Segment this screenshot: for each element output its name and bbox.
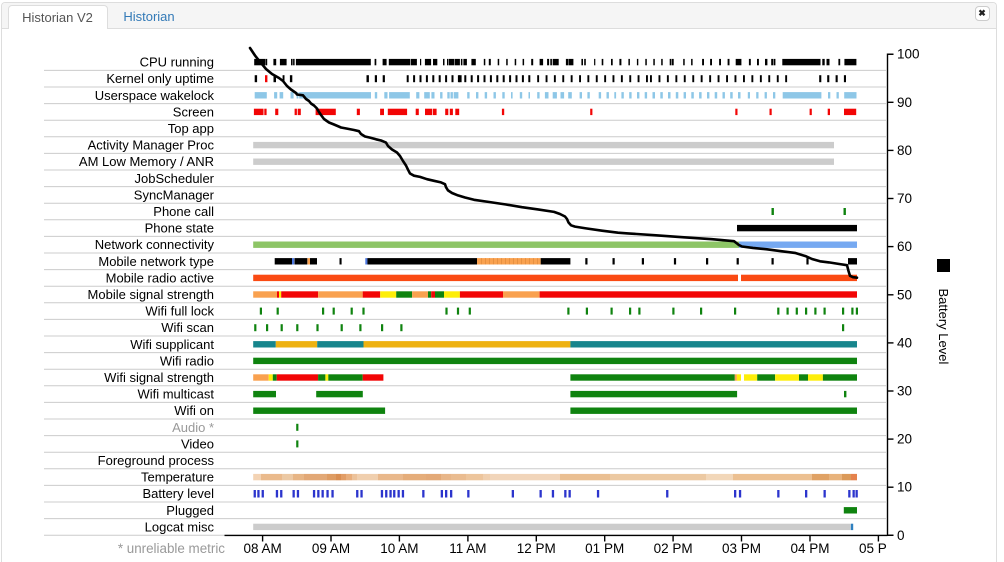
svg-text:90: 90 — [897, 95, 912, 110]
svg-text:02 PM: 02 PM — [654, 541, 693, 556]
svg-text:10: 10 — [897, 480, 912, 495]
svg-text:50: 50 — [897, 287, 912, 302]
svg-text:Userspace wakelock: Userspace wakelock — [95, 88, 215, 103]
svg-text:Video: Video — [181, 436, 214, 451]
svg-text:11 AM: 11 AM — [449, 541, 486, 556]
svg-text:60: 60 — [897, 239, 912, 254]
svg-text:03 PM: 03 PM — [722, 541, 761, 556]
svg-text:SyncManager: SyncManager — [134, 187, 215, 202]
svg-text:12 PM: 12 PM — [517, 541, 556, 556]
svg-text:20: 20 — [897, 432, 912, 447]
svg-text:Wifi signal strength: Wifi signal strength — [104, 370, 214, 385]
svg-text:80: 80 — [897, 143, 912, 158]
svg-text:Mobile signal strength: Mobile signal strength — [88, 287, 214, 302]
svg-text:05 P: 05 P — [859, 541, 887, 556]
svg-text:Wifi supplicant: Wifi supplicant — [130, 337, 214, 352]
svg-text:10 AM: 10 AM — [380, 541, 418, 556]
svg-text:04 PM: 04 PM — [790, 541, 829, 556]
svg-text:Screen: Screen — [173, 104, 214, 119]
svg-text:Wifi scan: Wifi scan — [161, 320, 214, 335]
svg-text:Audio *: Audio * — [172, 420, 214, 435]
svg-text:* unreliable metric: * unreliable metric — [118, 541, 225, 556]
svg-text:08 AM: 08 AM — [243, 541, 281, 556]
svg-text:Mobile radio active: Mobile radio active — [106, 270, 214, 285]
svg-text:09 AM: 09 AM — [312, 541, 350, 556]
svg-text:Phone state: Phone state — [145, 221, 214, 236]
svg-text:Network connectivity: Network connectivity — [95, 237, 215, 252]
svg-text:Phone call: Phone call — [153, 204, 214, 219]
svg-text:Wifi multicast: Wifi multicast — [137, 387, 214, 402]
svg-text:30: 30 — [897, 384, 912, 399]
svg-text:Wifi full lock: Wifi full lock — [145, 304, 214, 319]
svg-text:0: 0 — [897, 528, 905, 543]
svg-text:Battery Level: Battery Level — [936, 289, 951, 365]
svg-text:40: 40 — [897, 335, 912, 350]
svg-text:Foreground process: Foreground process — [98, 453, 215, 468]
svg-text:100: 100 — [897, 47, 920, 62]
svg-text:Kernel only uptime: Kernel only uptime — [106, 71, 214, 86]
svg-text:JobScheduler: JobScheduler — [135, 171, 215, 186]
svg-text:01 PM: 01 PM — [585, 541, 624, 556]
svg-text:Wifi radio: Wifi radio — [160, 353, 214, 368]
svg-text:70: 70 — [897, 191, 912, 206]
svg-text:Temperature: Temperature — [141, 470, 214, 485]
svg-text:Plugged: Plugged — [166, 503, 214, 518]
svg-text:Mobile network type: Mobile network type — [98, 254, 214, 269]
svg-text:Activity Manager Proc: Activity Manager Proc — [88, 138, 215, 153]
svg-text:CPU running: CPU running — [140, 55, 214, 70]
svg-text:Top app: Top app — [168, 121, 214, 136]
svg-text:Logcat misc: Logcat misc — [145, 519, 215, 534]
svg-text:AM Low Memory / ANR: AM Low Memory / ANR — [79, 154, 214, 169]
svg-text:Battery level: Battery level — [142, 486, 214, 501]
svg-text:Wifi on: Wifi on — [174, 403, 214, 418]
